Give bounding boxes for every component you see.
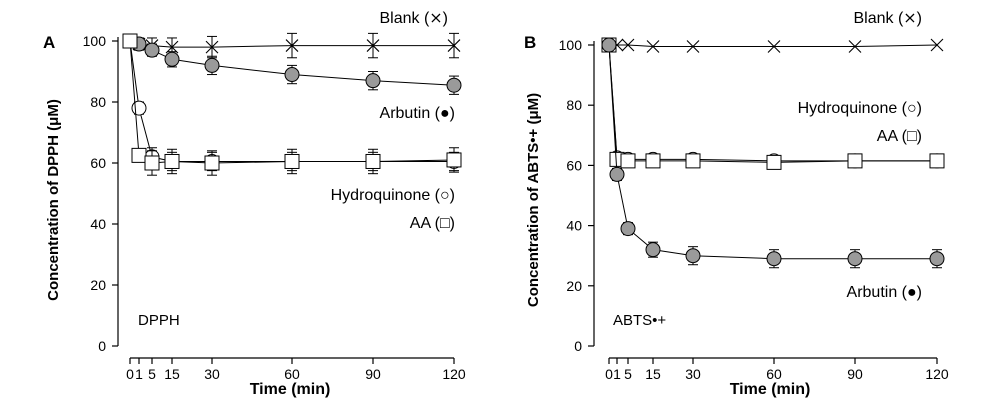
x-tick-label: 5 (624, 366, 632, 382)
data-point (685, 248, 701, 264)
x-tick-label: 120 (925, 366, 949, 382)
data-point (929, 153, 945, 169)
series-blank (602, 38, 944, 53)
data-point (686, 40, 700, 53)
x-tick-label: 1 (613, 366, 621, 382)
legend-entry: Blank (⨯) (853, 10, 922, 27)
data-point (204, 57, 220, 73)
y-tick-label: 100 (559, 37, 583, 53)
legend-entry: Arbutin (●) (847, 284, 922, 301)
series-line (608, 44, 937, 260)
data-point (645, 153, 661, 169)
panel-letter: A (43, 33, 55, 52)
data-point (365, 153, 381, 169)
data-point (205, 40, 219, 54)
x-tick-label: 30 (685, 366, 701, 382)
data-point (165, 40, 179, 54)
legend-entry: Hydroquinone (○) (331, 187, 455, 204)
data-point (164, 153, 180, 169)
data-point (144, 42, 160, 58)
inset-label: DPPH (138, 312, 180, 329)
y-tick-label: 20 (90, 277, 106, 293)
y-axis-label: Concentration of ABTS•+ (μM) (525, 93, 542, 307)
data-point (847, 153, 863, 169)
data-point (131, 147, 147, 163)
y-tick-label: 80 (566, 97, 582, 113)
data-point (645, 242, 661, 258)
x-tick-label: 5 (148, 366, 156, 382)
data-point (204, 155, 220, 171)
y-tick-label: 80 (90, 94, 106, 110)
y-tick-label: 0 (98, 338, 106, 354)
x-tick-label: 60 (284, 366, 300, 382)
data-point (929, 251, 945, 267)
data-point (284, 67, 300, 83)
data-point (365, 73, 381, 89)
data-point (285, 39, 299, 52)
x-axis-label: Time (min) (730, 381, 811, 398)
data-point (446, 152, 462, 168)
x-tick-label: 90 (365, 366, 381, 382)
inset-label: ABTS•+ (613, 312, 666, 329)
y-axis-label: Concentration of DPPH (μM) (45, 99, 62, 301)
data-point (767, 40, 781, 53)
x-tick-label: 120 (442, 366, 466, 382)
x-tick-label: 60 (766, 366, 782, 382)
data-point (446, 77, 462, 93)
legend-entry: Hydroquinone (○) (798, 100, 922, 117)
series-arbutin (601, 37, 945, 269)
x-tick-label: 30 (204, 366, 220, 382)
x-tick-label: 15 (164, 366, 180, 382)
panel-letter: B (524, 33, 536, 52)
legend-entry: Arbutin (●) (380, 105, 455, 122)
data-point (766, 154, 782, 170)
data-point (620, 153, 636, 169)
y-tick-label: 20 (566, 278, 582, 294)
data-point (164, 51, 180, 67)
x-tick-label: 0 (605, 366, 613, 382)
data-point (601, 37, 617, 53)
series-line (609, 44, 938, 48)
y-tick-label: 40 (90, 216, 106, 232)
data-point (366, 39, 380, 52)
x-tick-label: 90 (847, 366, 863, 382)
data-point (447, 39, 461, 52)
y-tick-label: 40 (566, 218, 582, 234)
y-tick-label: 60 (90, 155, 106, 171)
legend-entry: Blank (⨯) (379, 10, 448, 27)
data-point (848, 40, 862, 53)
x-tick-label: 1 (135, 366, 143, 382)
data-point (131, 100, 147, 116)
data-point (609, 166, 625, 182)
data-point (621, 38, 635, 52)
data-point (766, 251, 782, 267)
legend-entry: AA (□) (877, 128, 922, 145)
y-tick-label: 0 (574, 338, 582, 354)
data-point (930, 38, 944, 52)
x-tick-label: 0 (126, 366, 134, 382)
series-aa (601, 37, 945, 170)
data-point (646, 40, 660, 53)
data-point (685, 153, 701, 169)
series-aa (122, 33, 462, 176)
data-point (847, 251, 863, 267)
data-point (620, 221, 636, 237)
x-tick-label: 15 (645, 366, 661, 382)
x-axis-label: Time (min) (250, 381, 331, 398)
axes (593, 41, 937, 359)
data-point (122, 33, 138, 49)
y-tick-label: 100 (83, 33, 107, 49)
data-point (144, 155, 160, 171)
legend-entry: AA (□) (410, 215, 455, 232)
data-point (284, 153, 300, 169)
y-tick-label: 60 (566, 157, 582, 173)
